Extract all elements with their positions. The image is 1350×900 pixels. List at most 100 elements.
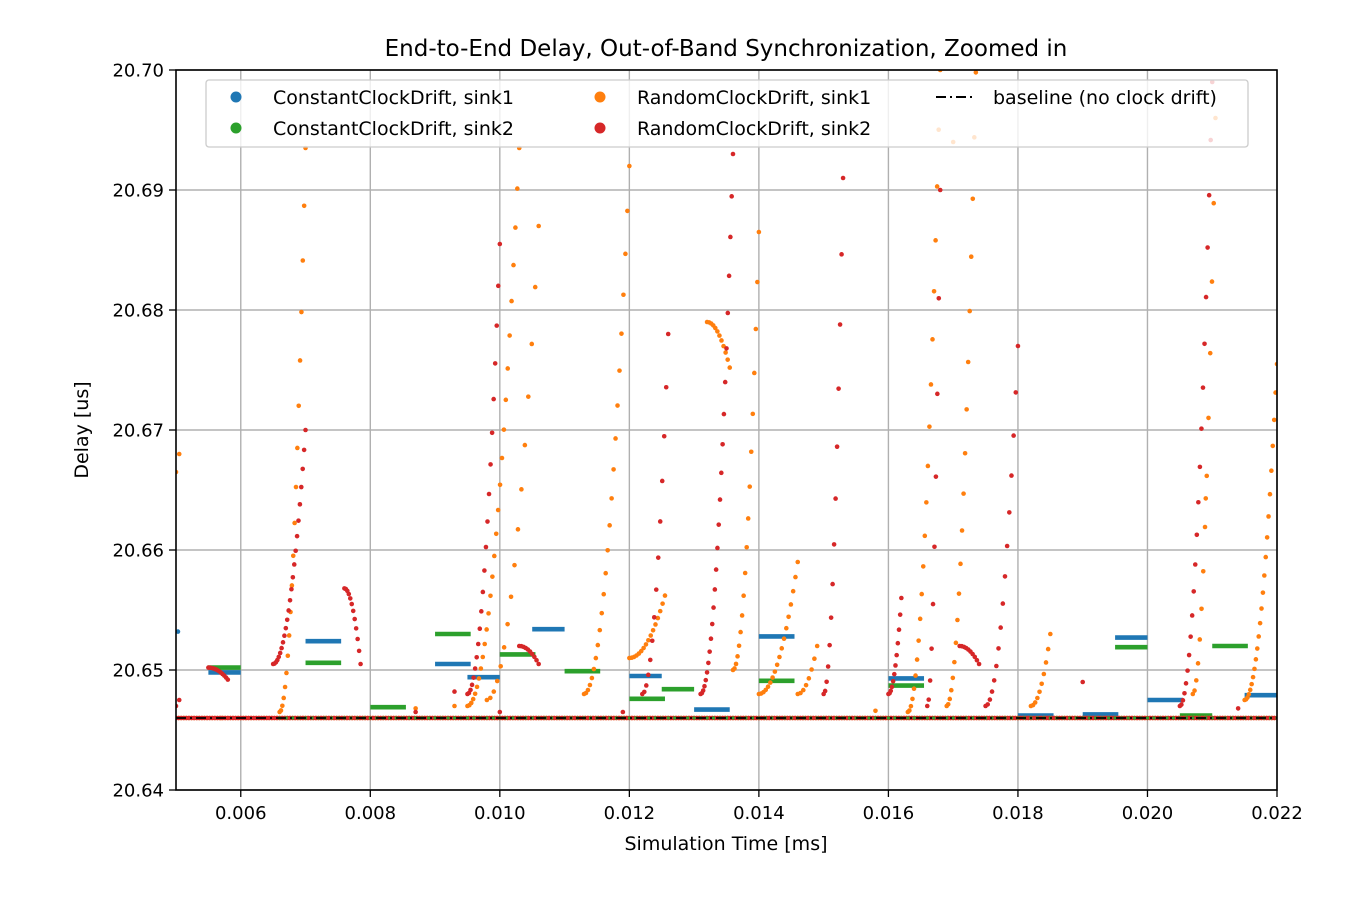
y-tick-label: 20.70 — [112, 61, 164, 82]
random-sink2-point — [987, 697, 993, 702]
random-sink1-point — [786, 614, 791, 620]
random-sink1-point — [488, 695, 493, 701]
constant-sink2-baseline-point — [951, 716, 955, 720]
x-tick-label: 0.008 — [345, 803, 397, 824]
random-sink2-point — [985, 702, 991, 707]
random-sink1-point — [924, 500, 929, 505]
random-sink2-point — [713, 567, 719, 572]
random-sink1-point — [952, 659, 957, 665]
constant-sink2-baseline-point — [1145, 716, 1149, 720]
random-sink2-point — [1013, 390, 1019, 395]
y-tick-label: 20.67 — [112, 421, 164, 442]
random-sink2-point — [720, 442, 725, 447]
random-sink1-point — [501, 645, 507, 650]
random-sink2-point — [726, 273, 732, 279]
constant-sink1-point — [176, 629, 181, 634]
random-sink1-point — [599, 610, 605, 616]
constant-sink2-baseline-point — [692, 716, 696, 720]
random-sink2-point — [494, 323, 500, 328]
constant-sink2-baseline-point — [504, 716, 508, 720]
random-sink1-point — [284, 670, 289, 676]
random-sink1-point — [1199, 606, 1204, 612]
random-sink1-point — [747, 484, 753, 489]
constant-sink2-baseline-point — [1107, 716, 1111, 720]
random-sink1-point — [1246, 691, 1252, 697]
random-sink2-point — [659, 478, 665, 484]
random-sink1-point — [295, 445, 300, 451]
random-sink1-point — [615, 403, 620, 408]
random-sink1-point — [503, 397, 509, 403]
data-layer — [176, 70, 1277, 721]
random-sink1-point — [512, 562, 517, 568]
random-sink1-point — [591, 666, 597, 672]
random-sink2-point — [280, 640, 286, 645]
random-sink2-point — [655, 555, 661, 560]
random-sink2-point — [1007, 510, 1012, 515]
random-sink1-point — [717, 333, 722, 338]
random-sink1-point — [784, 625, 789, 631]
x-tick-label: 0.014 — [733, 803, 785, 824]
random-sink2-point — [651, 615, 657, 620]
random-sink1-point — [964, 407, 969, 412]
random-sink2-point — [471, 675, 476, 680]
random-sink2-point — [469, 682, 475, 688]
random-sink1-point — [793, 574, 798, 580]
random-sink1-point — [907, 708, 912, 713]
random-sink1-point — [646, 637, 651, 643]
random-sink2-point — [452, 689, 457, 694]
random-sink2-point — [349, 601, 355, 607]
random-sink1-point — [1045, 646, 1051, 652]
y-tick-label: 20.69 — [112, 181, 164, 202]
random-sink1-point — [293, 484, 299, 490]
constant-sink2-baseline-point — [530, 716, 534, 720]
random-sink1-point — [492, 553, 497, 559]
random-sink1-point — [908, 703, 914, 709]
random-sink1-point — [765, 684, 771, 689]
random-sink2-point — [837, 322, 843, 327]
random-sink2-point — [661, 433, 667, 439]
random-sink2-point — [1197, 464, 1203, 470]
random-sink1-point — [526, 394, 531, 399]
random-sink2-point — [930, 601, 936, 607]
random-sink1-point — [507, 333, 512, 338]
random-sink1-point — [1264, 535, 1270, 540]
constant-sink2-baseline-point — [491, 716, 495, 720]
random-sink1-point — [933, 238, 938, 243]
random-sink1-point — [484, 697, 490, 703]
random-sink2-point — [620, 709, 626, 715]
random-sink1-point — [739, 613, 745, 618]
random-sink2-point — [725, 310, 731, 316]
random-sink1-point — [913, 673, 918, 678]
random-sink2-point — [475, 641, 481, 647]
constant-sink2-baseline-point — [284, 716, 288, 720]
constant-sink2-baseline-point — [1165, 716, 1169, 720]
random-sink1-point — [947, 696, 953, 702]
random-sink1-point — [959, 528, 965, 533]
random-sink1-point — [752, 370, 757, 376]
constant-sink2-baseline-point — [433, 716, 437, 720]
random-sink1-point — [625, 208, 630, 214]
random-sink1-point — [788, 602, 794, 607]
random-sink1-point — [742, 570, 748, 576]
constant-sink2-baseline-point — [1184, 716, 1188, 720]
random-sink2-point — [497, 709, 503, 715]
constant-sink2-baseline-point — [1133, 716, 1137, 720]
random-sink2-point — [477, 626, 483, 631]
legend-marker-constant-sink2 — [230, 122, 242, 134]
random-sink1-point — [1193, 678, 1199, 683]
random-sink1-point — [763, 687, 769, 693]
random-sink1-point — [798, 690, 803, 696]
random-sink1-point — [965, 359, 971, 365]
random-sink1-point — [1250, 674, 1256, 680]
random-sink1-point — [770, 675, 775, 680]
random-sink1-point — [931, 288, 937, 294]
random-sink2-point — [294, 533, 300, 539]
random-sink1-point — [609, 496, 614, 501]
random-sink1-point — [491, 689, 497, 694]
constant-sink2-baseline-point — [1068, 716, 1072, 720]
random-sink1-point — [814, 643, 820, 649]
constant-sink2-baseline-point — [291, 716, 295, 720]
random-sink1-point — [515, 186, 520, 191]
random-sink1-point — [587, 682, 593, 688]
random-sink1-point — [498, 663, 503, 669]
